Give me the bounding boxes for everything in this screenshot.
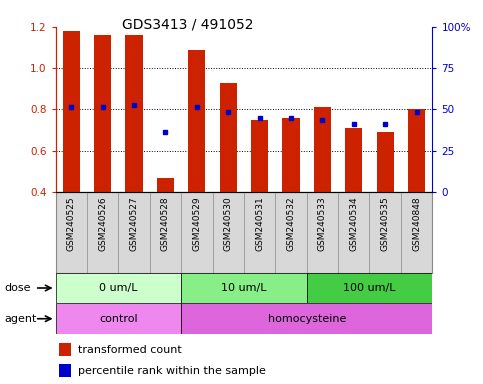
Text: GSM240534: GSM240534 [349, 196, 358, 251]
Text: transformed count: transformed count [78, 345, 182, 355]
Bar [307, 273, 432, 303]
Text: GSM240530: GSM240530 [224, 196, 233, 251]
Bar [251, 120, 268, 192]
Bar [314, 108, 331, 192]
Bar [59, 364, 71, 377]
Text: GSM240527: GSM240527 [129, 196, 139, 251]
Bar [56, 303, 181, 334]
Bar [345, 128, 362, 192]
Text: GDS3413 / 491052: GDS3413 / 491052 [122, 17, 253, 31]
Bar [188, 50, 205, 192]
Text: 0 um/L: 0 um/L [99, 283, 138, 293]
Bar [56, 273, 181, 303]
Text: GSM240532: GSM240532 [286, 196, 296, 251]
Text: GSM240529: GSM240529 [192, 196, 201, 251]
Text: 10 um/L: 10 um/L [221, 283, 267, 293]
Text: dose: dose [5, 283, 31, 293]
Text: GSM240525: GSM240525 [67, 196, 76, 251]
Bar [408, 109, 425, 192]
Text: 100 um/L: 100 um/L [343, 283, 396, 293]
Text: homocysteine: homocysteine [268, 314, 346, 324]
Bar [126, 35, 142, 192]
Bar [181, 273, 307, 303]
Text: GSM240526: GSM240526 [98, 196, 107, 251]
Bar [59, 343, 71, 356]
Bar [94, 35, 111, 192]
Bar [157, 177, 174, 192]
Bar [377, 132, 394, 192]
Text: agent: agent [5, 314, 37, 324]
Text: GSM240848: GSM240848 [412, 196, 421, 251]
Text: GSM240528: GSM240528 [161, 196, 170, 251]
Text: GSM240531: GSM240531 [255, 196, 264, 251]
Text: control: control [99, 314, 138, 324]
Bar [63, 31, 80, 192]
Bar [220, 83, 237, 192]
Bar [283, 118, 299, 192]
Text: GSM240535: GSM240535 [381, 196, 390, 251]
Text: percentile rank within the sample: percentile rank within the sample [78, 366, 266, 376]
Bar [181, 303, 432, 334]
Text: GSM240533: GSM240533 [318, 196, 327, 251]
